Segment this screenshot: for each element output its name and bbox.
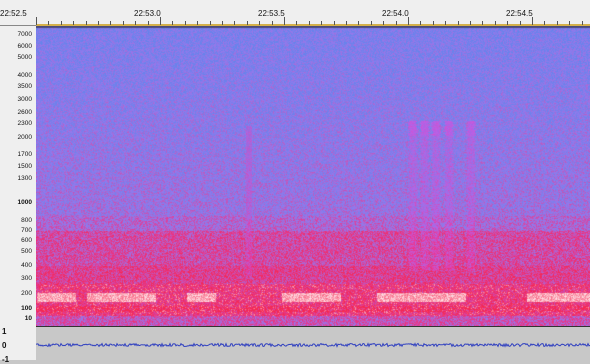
ruler-tick: [557, 21, 558, 25]
time-ruler[interactable]: 22:52.5 22:53.0 22:53.5 22:54.0 22:54.5: [0, 0, 590, 27]
ruler-tick: [36, 17, 37, 25]
frequency-label: 300: [21, 275, 32, 282]
frequency-label: 100: [21, 305, 32, 312]
ruler-tick: [458, 21, 459, 25]
ruler-tick: [433, 21, 434, 25]
time-label: 22:53.5: [258, 9, 285, 18]
ruler-tick: [48, 21, 49, 25]
ruler-tick: [470, 21, 471, 25]
waveform-amplitude-axis[interactable]: 1 0 -1: [0, 326, 36, 364]
waveform-track[interactable]: [36, 326, 590, 360]
ruler-tick: [86, 21, 87, 25]
frequency-label: 200: [21, 290, 32, 297]
ruler-tick: [346, 21, 347, 25]
ruler-tick: [185, 21, 186, 25]
ruler-tick: [259, 21, 260, 25]
time-label: 22:54.0: [382, 9, 409, 18]
ruler-tick: [507, 21, 508, 25]
ruler-tick: [148, 21, 149, 25]
frequency-label: 10: [24, 315, 32, 322]
frequency-label: 1700: [17, 151, 32, 158]
ruler-tick: [247, 21, 248, 25]
frequency-label: 1300: [17, 175, 32, 182]
ruler-tick: [544, 21, 545, 25]
frequency-label: 3000: [17, 96, 32, 103]
time-label: 22:52.5: [0, 9, 27, 18]
frequency-label: 7000: [17, 31, 32, 38]
time-label: 22:54.5: [506, 9, 533, 18]
ruler-tick: [582, 21, 583, 25]
ruler-tick: [371, 21, 372, 25]
frequency-label: 500: [21, 248, 32, 255]
frequency-label: 4000: [17, 72, 32, 79]
ruler-tick: [73, 21, 74, 25]
frequency-label: 6000: [17, 43, 32, 50]
track-divider: [36, 326, 590, 327]
amplitude-label: 0: [2, 341, 7, 350]
ruler-tick: [408, 17, 409, 25]
frequency-label: 600: [21, 237, 32, 244]
ruler-tick: [532, 17, 533, 25]
frequency-label: 2000: [17, 134, 32, 141]
ruler-tick: [569, 21, 570, 25]
ruler-tick: [482, 21, 483, 25]
ruler-tick: [272, 21, 273, 25]
ruler-tick: [495, 21, 496, 25]
ruler-tick: [334, 21, 335, 25]
ruler-tick: [160, 17, 161, 25]
ruler-tick: [222, 21, 223, 25]
ruler-tick: [61, 21, 62, 25]
ruler-tick: [172, 21, 173, 25]
ruler-tick: [309, 21, 310, 25]
frequency-label: 1500: [17, 163, 32, 170]
frequency-label: 800: [21, 217, 32, 224]
ruler-tick: [420, 21, 421, 25]
time-label: 22:53.0: [134, 9, 161, 18]
ruler-tick: [396, 21, 397, 25]
waveform-line: [36, 342, 590, 348]
amplitude-label: 1: [2, 327, 7, 336]
ruler-tick: [321, 21, 322, 25]
ruler-tick: [383, 21, 384, 25]
ruler-tick: [296, 21, 297, 25]
frequency-label: 2600: [17, 109, 32, 116]
ruler-tick: [445, 21, 446, 25]
ruler-tick: [234, 21, 235, 25]
frequency-label: 2300: [17, 120, 32, 127]
frequency-label: 3500: [17, 83, 32, 90]
ruler-tick: [284, 17, 285, 25]
frequency-label: 5000: [17, 54, 32, 61]
frequency-label: 700: [21, 227, 32, 234]
ruler-tick: [98, 21, 99, 25]
ruler-tick: [123, 21, 124, 25]
spectrogram-view[interactable]: [36, 26, 590, 326]
frequency-axis[interactable]: 7000 6000 5000 4000 3500 3000 2600 2300 2000 1700…: [0, 26, 36, 326]
amplitude-label: -1: [2, 355, 10, 364]
ruler-tick: [210, 21, 211, 25]
frequency-label: 1000: [17, 199, 32, 206]
ruler-tick: [135, 21, 136, 25]
ruler-tick: [197, 21, 198, 25]
ruler-tick: [520, 21, 521, 25]
frequency-label: 400: [21, 262, 32, 269]
ruler-tick: [358, 21, 359, 25]
ruler-tick: [110, 21, 111, 25]
selection-bar: [36, 24, 590, 27]
